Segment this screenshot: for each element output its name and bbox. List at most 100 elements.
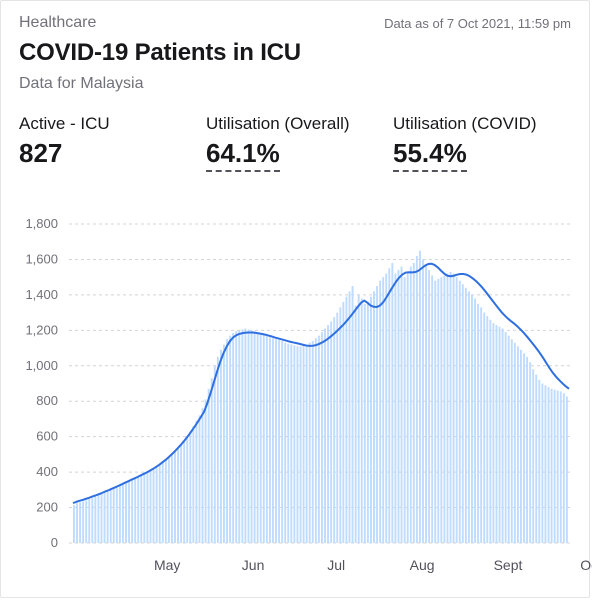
bar (489, 319, 492, 543)
bar (339, 307, 342, 543)
bar (100, 493, 103, 543)
bar (474, 298, 476, 543)
bar (302, 345, 305, 543)
bar (446, 273, 449, 543)
bar (471, 294, 473, 543)
bar (164, 459, 167, 543)
bar (388, 268, 391, 543)
bar (97, 495, 100, 543)
y-tick-label: 1,200 (25, 322, 58, 337)
bar (434, 280, 437, 543)
bar (363, 303, 366, 543)
bar (366, 301, 369, 543)
bar (275, 339, 277, 543)
bar (477, 303, 480, 543)
bar (418, 250, 421, 543)
bar (412, 262, 415, 543)
bar (403, 277, 406, 543)
bar (155, 466, 158, 543)
bar (290, 344, 293, 543)
bar (440, 277, 443, 543)
bar (281, 340, 284, 543)
bar (452, 273, 455, 543)
chart-trend-line (72, 262, 570, 505)
bar (492, 323, 495, 543)
bar (158, 464, 161, 543)
stat-utilisation-overall-value[interactable]: 64.1% (206, 138, 280, 172)
bar (504, 332, 507, 543)
bar (379, 280, 382, 543)
bar (94, 496, 97, 543)
bar (360, 298, 363, 543)
chart-bars (73, 250, 568, 544)
bar (238, 330, 241, 543)
page-subtitle: Data for Malaysia (19, 75, 144, 92)
data-timestamp: Data as of 7 Oct 2021, 11:59 pm (384, 16, 571, 31)
page-title: COVID-19 Patients in ICU (19, 39, 301, 66)
stat-utilisation-covid[interactable]: Utilisation (COVID) 55.4% (393, 114, 537, 172)
bar (140, 474, 143, 543)
y-tick-label: 200 (36, 500, 58, 515)
bar (385, 273, 388, 543)
bar (376, 286, 379, 543)
bar (265, 335, 268, 543)
y-tick-label: 1,600 (25, 251, 58, 266)
bar (106, 491, 109, 543)
bar (391, 262, 394, 543)
bar (268, 337, 271, 543)
bar (213, 365, 216, 543)
y-tick-label: 600 (36, 429, 58, 444)
bar (189, 431, 192, 543)
bar (131, 479, 134, 543)
bar (541, 383, 544, 543)
bar (324, 328, 326, 543)
bar (308, 342, 311, 543)
bar (415, 255, 418, 543)
bar (284, 342, 287, 543)
x-tick-label: Jul (327, 557, 345, 573)
bar (128, 480, 131, 543)
bar (311, 340, 314, 543)
bar (82, 501, 85, 543)
y-tick-label: 1,800 (25, 216, 58, 231)
bar (562, 393, 565, 543)
bar (219, 349, 222, 543)
bar (538, 379, 541, 543)
bar (544, 385, 547, 543)
bar (314, 338, 317, 543)
bar (354, 305, 357, 543)
stat-utilisation-covid-value[interactable]: 55.4% (393, 138, 467, 172)
bar (483, 312, 486, 543)
bar (250, 330, 253, 543)
bar (345, 296, 348, 543)
bar (464, 287, 467, 543)
y-tick-label: 800 (36, 393, 58, 408)
trend-line (72, 262, 570, 505)
bar (244, 328, 247, 543)
bar (428, 270, 431, 543)
y-tick-label: 1,400 (25, 287, 58, 302)
bar (321, 332, 323, 543)
y-tick-label: 0 (51, 535, 58, 550)
bar (369, 296, 372, 543)
bar (253, 331, 256, 543)
bar (532, 369, 535, 543)
y-axis-ticks: 0 200 400 600 800 1,000 1,200 1,400 1,600 1,800 (25, 216, 58, 550)
bar (232, 332, 235, 543)
bar (547, 387, 550, 543)
bar (183, 441, 186, 543)
bar (330, 321, 333, 543)
x-axis-ticks: May Jun Jul Aug Sept Oct (154, 557, 592, 573)
x-tick-label: Aug (410, 557, 435, 573)
bar (520, 349, 522, 543)
stat-utilisation-overall[interactable]: Utilisation (Overall) 64.1% (206, 114, 350, 172)
bar (278, 340, 281, 543)
bar (513, 342, 516, 543)
bar (229, 335, 232, 543)
stat-active-icu-value: 827 (19, 138, 63, 168)
bar (467, 291, 470, 543)
bar (342, 301, 345, 543)
stat-active-icu-label: Active - ICU (19, 114, 110, 133)
bar (480, 307, 483, 543)
